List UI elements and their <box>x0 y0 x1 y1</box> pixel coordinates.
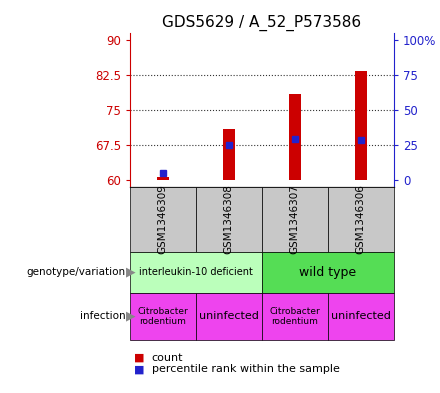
Text: GSM1346308: GSM1346308 <box>224 184 234 254</box>
Text: infection: infection <box>80 311 125 321</box>
Text: count: count <box>152 353 183 363</box>
Text: ■: ■ <box>134 353 145 363</box>
Text: wild type: wild type <box>299 266 356 279</box>
Bar <box>289 94 301 180</box>
Text: percentile rank within the sample: percentile rank within the sample <box>152 364 340 375</box>
Text: ■: ■ <box>134 364 145 375</box>
Title: GDS5629 / A_52_P573586: GDS5629 / A_52_P573586 <box>162 15 361 31</box>
Text: Citrobacter
rodentium: Citrobacter rodentium <box>137 307 188 326</box>
Text: uninfected: uninfected <box>331 311 391 321</box>
Text: Citrobacter
rodentium: Citrobacter rodentium <box>269 307 320 326</box>
Text: genotype/variation: genotype/variation <box>26 267 125 277</box>
Text: ▶: ▶ <box>126 266 136 279</box>
Bar <box>223 129 235 180</box>
Bar <box>355 71 367 180</box>
Text: ▶: ▶ <box>126 310 136 323</box>
Text: GSM1346309: GSM1346309 <box>158 184 168 254</box>
Bar <box>157 177 169 180</box>
Text: GSM1346307: GSM1346307 <box>290 184 300 254</box>
Text: interleukin-10 deficient: interleukin-10 deficient <box>139 267 253 277</box>
Text: uninfected: uninfected <box>199 311 259 321</box>
Text: GSM1346306: GSM1346306 <box>356 184 366 254</box>
